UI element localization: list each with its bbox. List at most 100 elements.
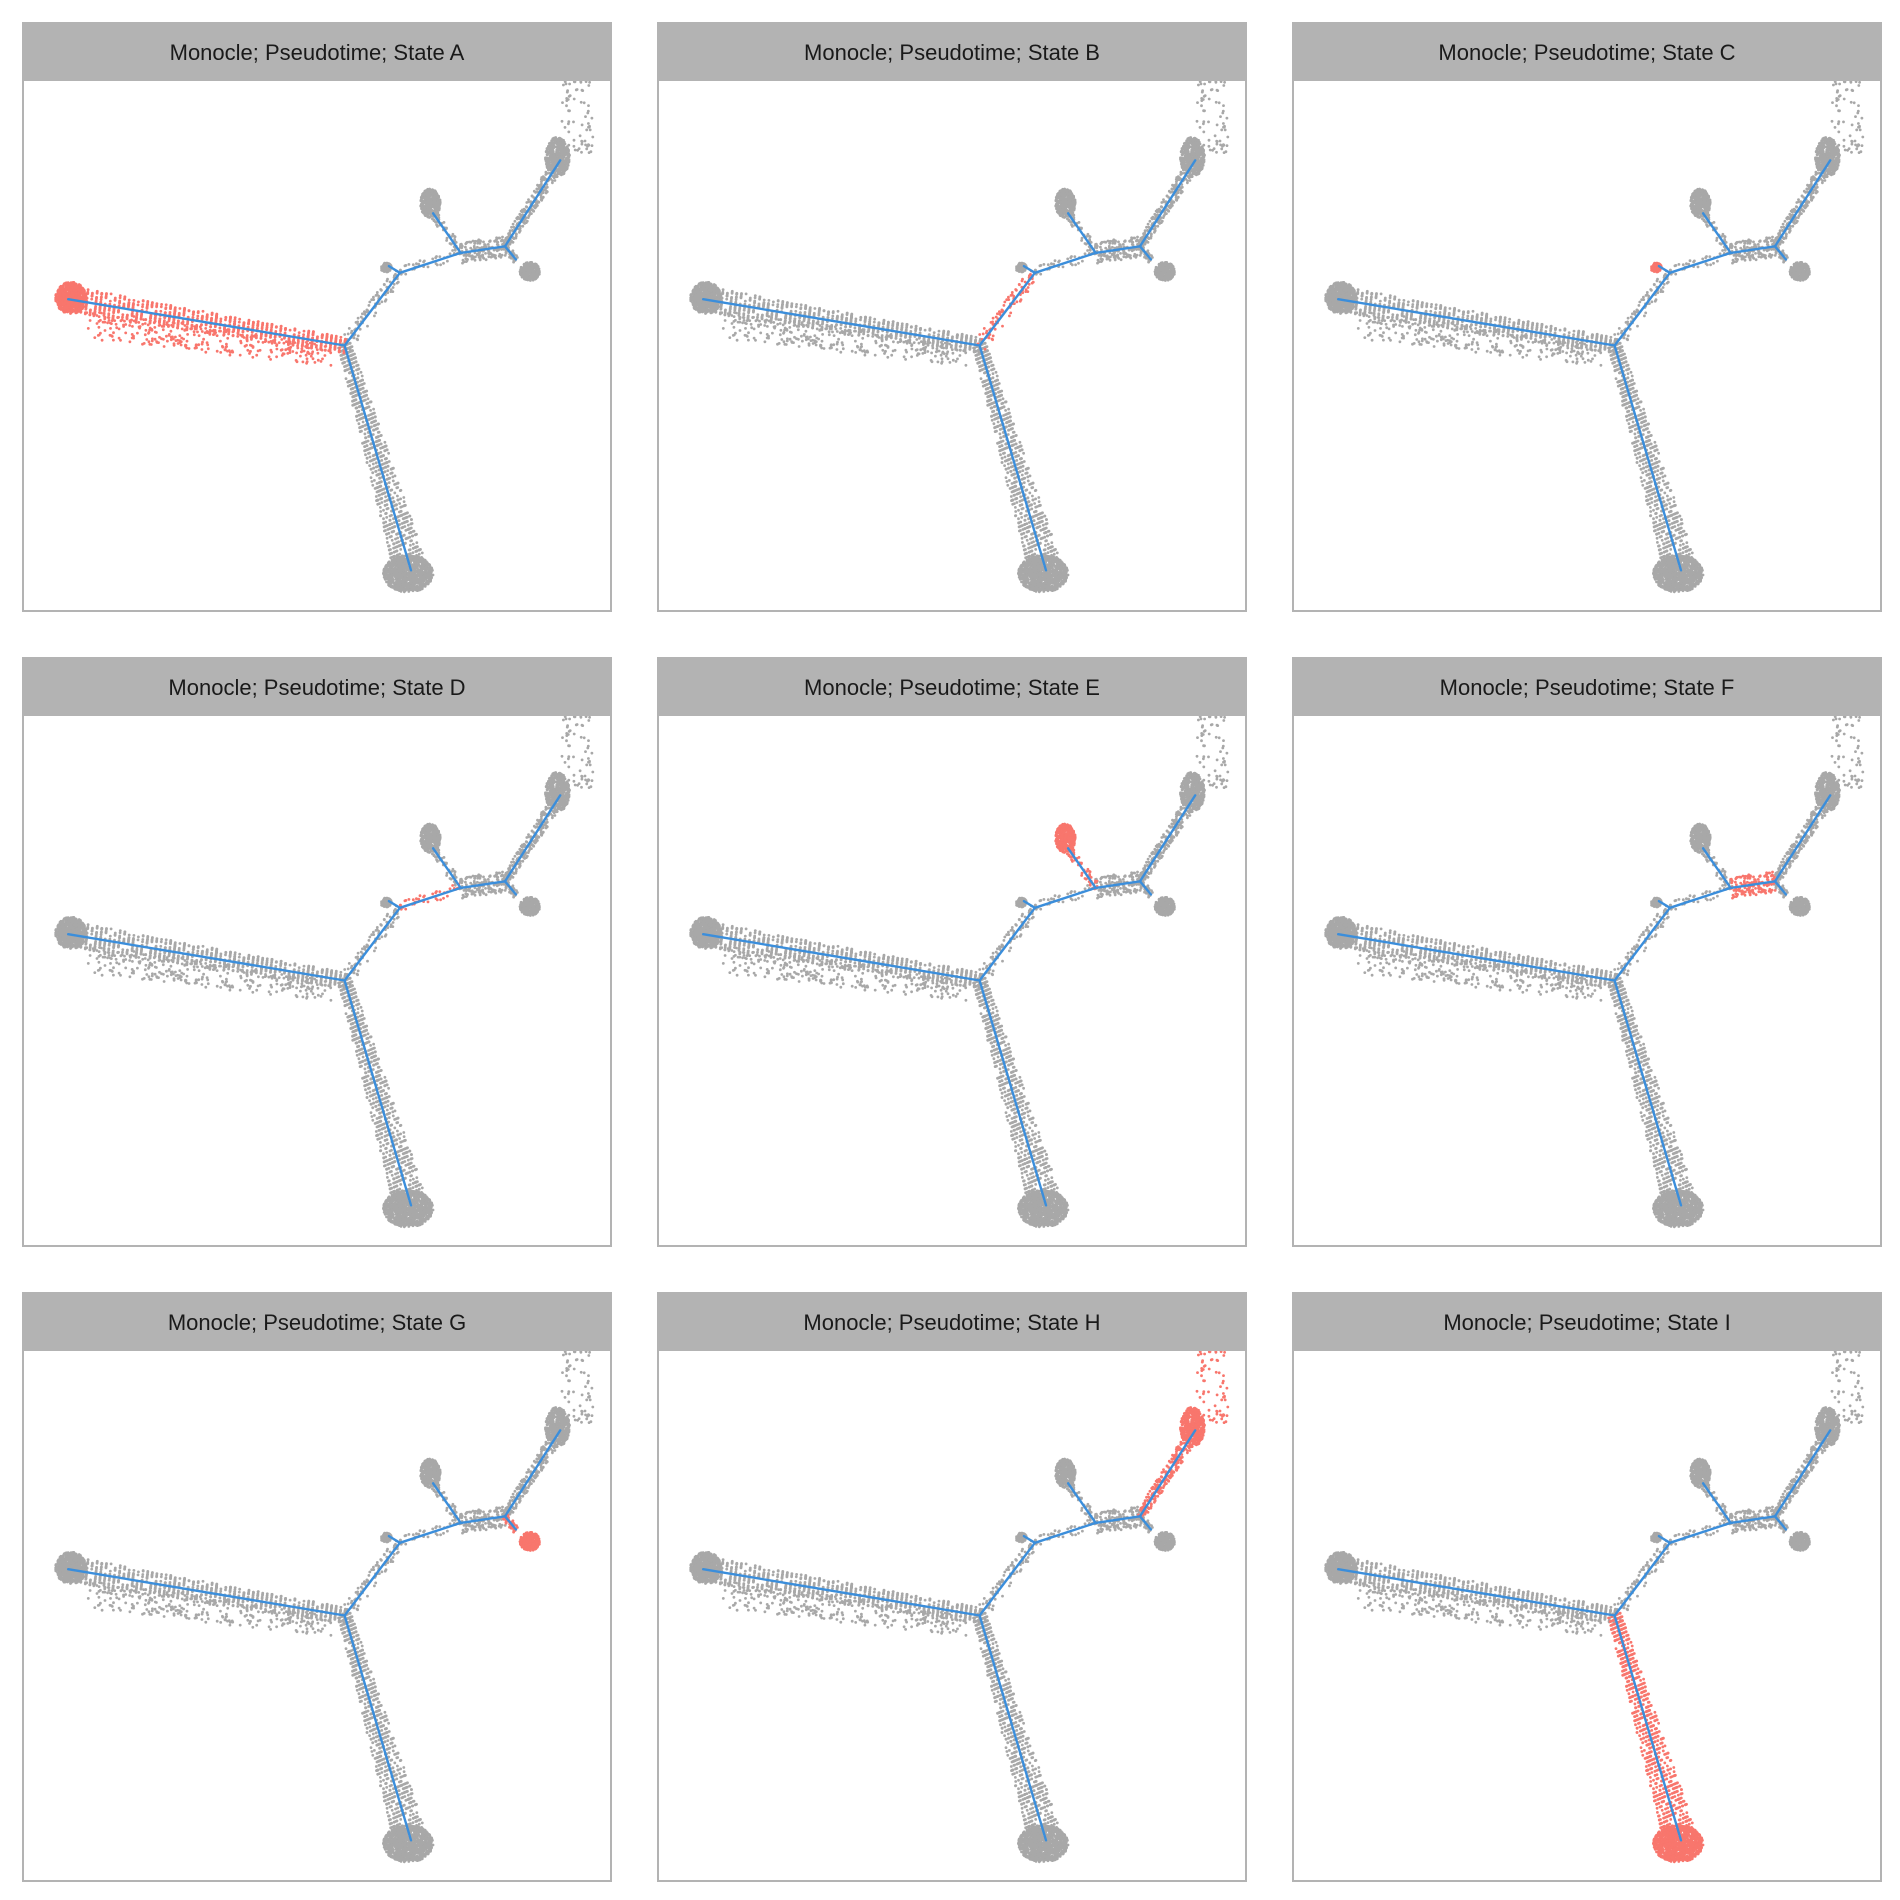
cell-point xyxy=(391,475,395,479)
highlighted-cell-point xyxy=(256,320,260,323)
cell-point xyxy=(504,251,508,255)
cell-point xyxy=(553,179,557,182)
cell-point xyxy=(427,190,430,194)
cell-point xyxy=(555,157,559,160)
highlighted-cell-point xyxy=(62,297,66,301)
cell-point xyxy=(551,179,554,182)
cell-point xyxy=(415,559,419,562)
cell-point xyxy=(376,435,380,439)
cell-point xyxy=(388,535,392,539)
cell-point xyxy=(587,104,590,107)
cell-point xyxy=(531,269,535,273)
cell-point xyxy=(387,477,391,480)
cell-point xyxy=(386,269,390,273)
cell-point xyxy=(446,259,449,263)
cell-point xyxy=(354,402,357,406)
cell-point xyxy=(489,252,493,255)
cell-point xyxy=(484,252,487,255)
cell-point xyxy=(516,256,519,259)
highlighted-cell-point xyxy=(237,320,241,324)
cell-point xyxy=(413,564,416,568)
cell-point xyxy=(393,474,397,478)
cell-point xyxy=(433,220,437,224)
cell-point xyxy=(356,316,360,320)
cell-point xyxy=(361,420,365,424)
cell-point xyxy=(384,298,388,302)
highlighted-cell-point xyxy=(283,336,286,340)
cell-point xyxy=(365,427,369,431)
cell-point xyxy=(467,252,471,256)
cell-point xyxy=(392,542,396,546)
cell-point xyxy=(398,502,401,505)
cell-point xyxy=(413,561,417,565)
highlighted-cell-point xyxy=(60,289,64,293)
cell-point xyxy=(511,229,514,232)
cell-point xyxy=(562,140,566,144)
cell-point xyxy=(527,268,530,272)
highlighted-cell-point xyxy=(57,288,60,292)
cell-point xyxy=(391,286,395,289)
cell-point xyxy=(373,314,376,318)
cell-point xyxy=(352,357,355,360)
cell-point xyxy=(383,267,387,271)
cell-point xyxy=(521,224,525,228)
cell-point xyxy=(387,583,391,587)
cell-point xyxy=(564,158,568,162)
cell-point xyxy=(435,210,439,214)
cell-point xyxy=(518,229,522,233)
cell-point xyxy=(445,236,449,240)
cell-point xyxy=(544,173,548,176)
highlighted-cell-point xyxy=(180,327,184,331)
cell-point xyxy=(533,204,537,207)
highlighted-cell-point xyxy=(77,308,81,312)
highlighted-cell-point xyxy=(60,287,64,291)
cell-point xyxy=(402,500,406,503)
cell-point xyxy=(364,453,367,457)
cell-point xyxy=(374,495,378,498)
cell-point xyxy=(383,504,387,507)
cell-point xyxy=(383,567,386,571)
cell-point xyxy=(419,548,422,551)
cell-point xyxy=(377,494,381,497)
cell-point xyxy=(396,494,399,498)
cell-point xyxy=(426,265,430,269)
cell-point xyxy=(386,267,390,271)
cell-point xyxy=(469,254,473,258)
cell-point xyxy=(396,545,399,548)
cell-point xyxy=(514,236,518,240)
cell-point xyxy=(349,392,353,395)
cell-point xyxy=(396,584,400,588)
cell-point xyxy=(567,130,571,134)
cell-point xyxy=(430,214,433,218)
cell-point xyxy=(380,463,384,466)
cell-point xyxy=(539,198,543,202)
cell-point xyxy=(417,588,420,592)
cell-point xyxy=(408,527,411,531)
cell-point xyxy=(405,586,409,590)
cell-point xyxy=(386,581,390,584)
cell-point xyxy=(354,356,357,360)
cell-point xyxy=(524,272,528,275)
cell-point xyxy=(492,253,496,257)
cell-point xyxy=(417,555,421,559)
highlighted-cell-point xyxy=(201,309,205,313)
cell-point xyxy=(383,440,387,444)
highlighted-cell-point xyxy=(66,310,70,313)
cell-point xyxy=(524,264,528,267)
cell-point xyxy=(387,544,390,548)
cell-point xyxy=(478,241,482,245)
cell-point xyxy=(392,282,396,286)
cell-point xyxy=(409,581,413,585)
highlighted-cell-point xyxy=(261,321,265,325)
cell-point xyxy=(493,239,497,243)
cell-point xyxy=(358,379,362,383)
cell-point xyxy=(386,541,389,544)
cell-point xyxy=(510,225,513,229)
cell-point xyxy=(389,472,393,475)
cell-point xyxy=(544,191,548,195)
cell-point xyxy=(439,263,442,267)
highlighted-cell-point xyxy=(155,305,159,309)
cell-point xyxy=(379,442,383,446)
cell-point xyxy=(588,81,591,84)
cell-point xyxy=(412,558,415,562)
